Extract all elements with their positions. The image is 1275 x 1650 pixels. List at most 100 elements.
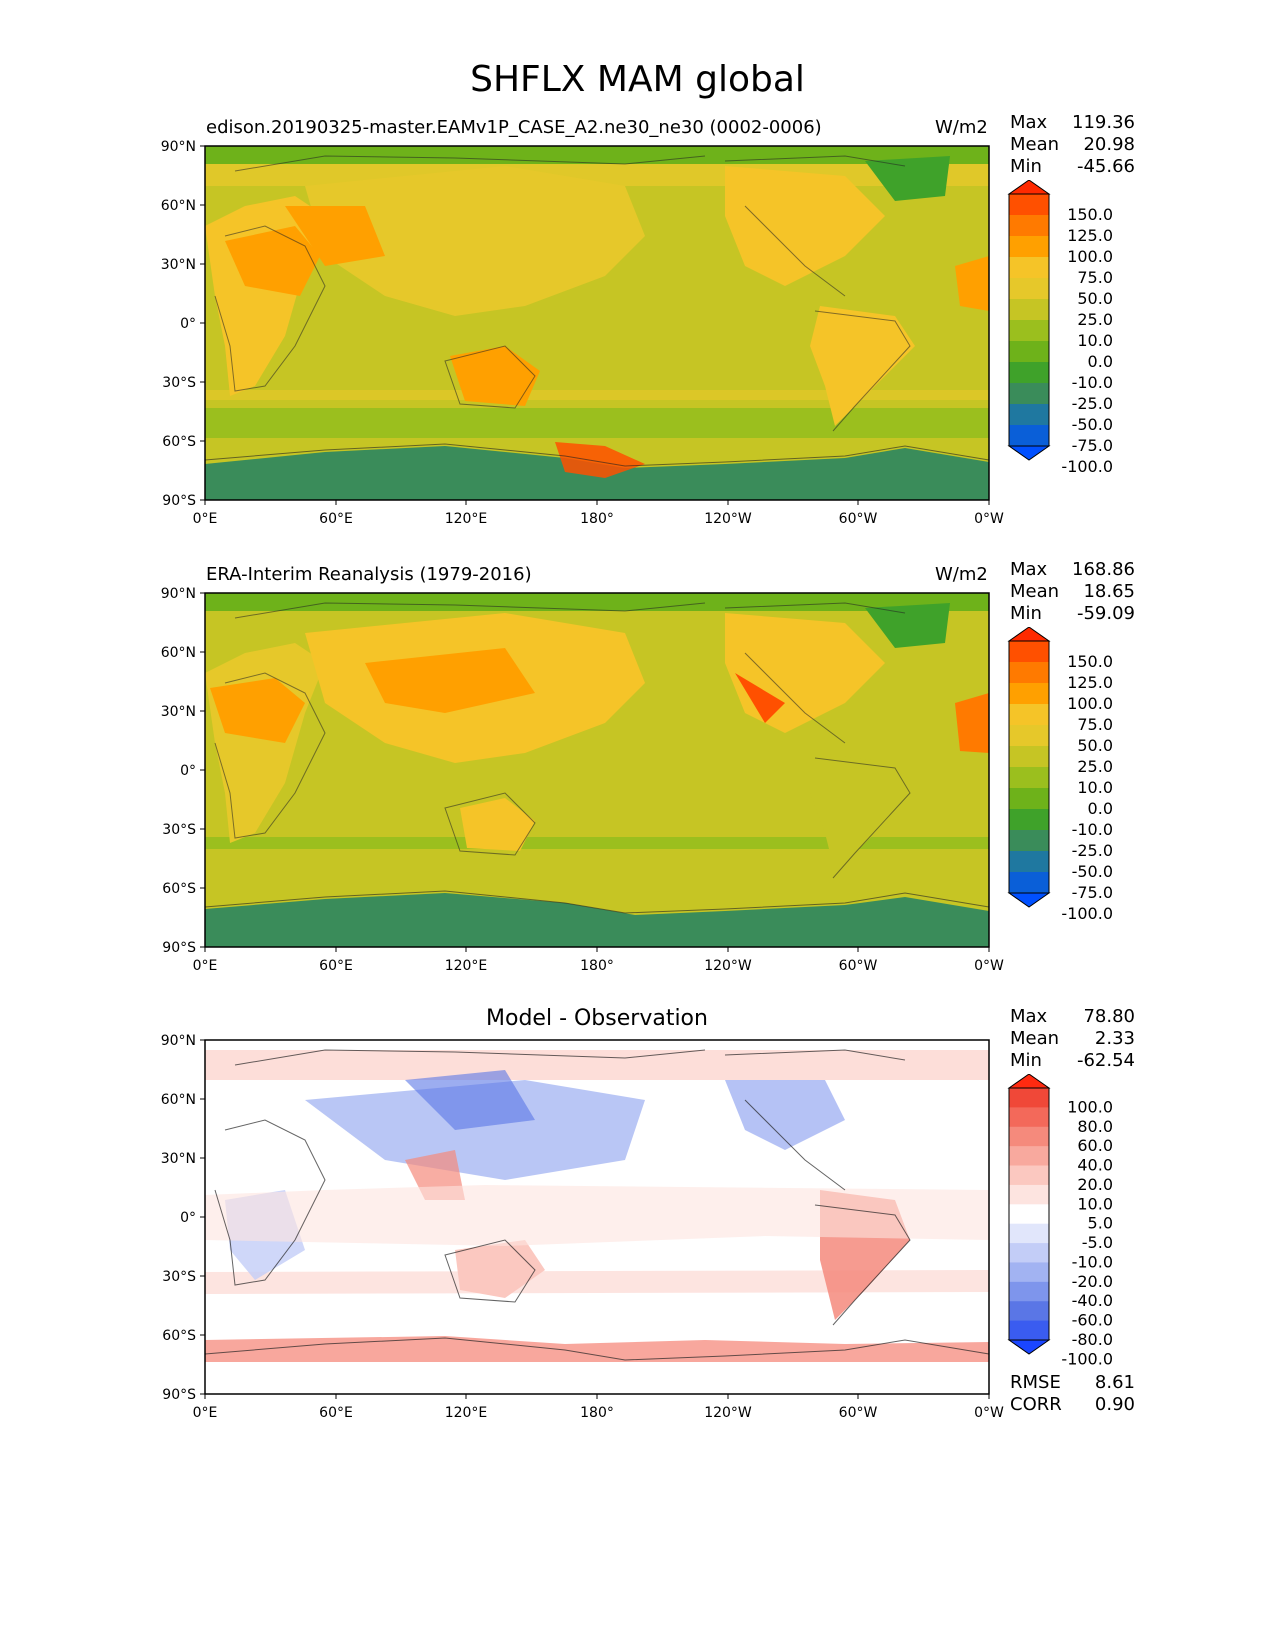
y-tick-label: 90°S — [162, 493, 196, 509]
atlantic-hotspot — [955, 256, 989, 311]
central-asia-region — [365, 648, 535, 713]
y-tick-label: 60°N — [161, 198, 196, 214]
stat-mean-label: Mean — [1010, 581, 1060, 602]
antarctica-region — [205, 893, 989, 947]
stat-mean-label: Mean — [1010, 1028, 1060, 1049]
ross-sea-hotspot — [555, 442, 645, 478]
colorbar-segment — [1009, 1088, 1049, 1108]
colorbar-tick-label: 150.0 — [1067, 205, 1113, 224]
colorbar-tick-label: 20.0 — [1077, 1175, 1113, 1194]
colorbar-segment — [1009, 788, 1049, 810]
figure-title: SHFLX MAM global — [470, 59, 805, 100]
coastlines — [214, 602, 911, 879]
y-tick-label: 0° — [180, 1210, 196, 1226]
colorbar-tick-label: -100.0 — [1061, 457, 1113, 476]
y-tick-label: 30°S — [162, 822, 196, 838]
colorbar-tick-label: 60.0 — [1077, 1136, 1113, 1155]
colorbar-extend-top — [1007, 627, 1051, 642]
colorbar-segment — [1009, 1146, 1049, 1167]
colorbar-segment — [1009, 746, 1049, 768]
colorbar-segment — [1009, 809, 1049, 831]
y-axis: 90°N 60°N 30°N 0° 30°S 60°S 90°S — [161, 139, 205, 509]
stat-min-label: Min — [1010, 603, 1042, 624]
y-tick-label: 60°N — [161, 1092, 196, 1108]
colorbar-segment — [1009, 830, 1049, 852]
colorbar-tick-label: -100.0 — [1061, 1349, 1113, 1368]
y-tick-label: 0° — [180, 316, 196, 332]
colorbar-segment — [1009, 257, 1049, 279]
colorbar-frame — [1008, 1087, 1050, 1341]
middle-east-region — [285, 206, 385, 266]
colorbar-segment — [1009, 425, 1049, 447]
colorbar-tick-label: 75.0 — [1077, 268, 1113, 287]
x-tick-label: 0°E — [193, 958, 218, 974]
panel-observation: ERA-Interim Reanalysis (1979-2016) W/m2 — [0, 447, 1275, 974]
colorbar: 100.080.060.040.020.010.05.0-5.0-10.0-20… — [1007, 1074, 1113, 1368]
australia-region — [460, 798, 535, 851]
y-tick-label: 60°S — [162, 881, 196, 897]
panel-title: edison.20190325-master.EAMv1P_CASE_A2.ne… — [206, 117, 822, 138]
x-tick-label: 0°W — [974, 958, 1004, 974]
stat-mean-value: 20.98 — [1083, 134, 1135, 155]
colorbar-tick-label: -20.0 — [1072, 1272, 1113, 1291]
colorbar-tick-label: 10.0 — [1077, 778, 1113, 797]
colorbar-segment — [1009, 383, 1049, 405]
x-tick-label: 120°E — [445, 511, 488, 527]
colorbar-frame — [1008, 193, 1050, 447]
colorbar-segment — [1009, 1243, 1049, 1263]
panel-title: Model - Observation — [486, 1006, 708, 1031]
colorbar-tick-label: 100.0 — [1067, 694, 1113, 713]
colorbar-segment — [1009, 1320, 1049, 1341]
north-america-region — [725, 166, 885, 286]
colorbar-tick-label: -100.0 — [1061, 904, 1113, 923]
colorbar-tick-label: 25.0 — [1077, 310, 1113, 329]
coastlines — [214, 155, 911, 432]
colorbar-tick-label: 50.0 — [1077, 736, 1113, 755]
colorbar-tick-label: -40.0 — [1072, 1291, 1113, 1310]
colorbar-tick-label: 80.0 — [1077, 1117, 1113, 1136]
y-axis: 90°N 60°N 30°N 0° 30°S 60°S 90°S — [161, 586, 205, 956]
colorbar-segment — [1009, 299, 1049, 321]
stats-box: Max 78.80 Mean 2.33 Min -62.54 — [1010, 1006, 1135, 1072]
colorbar-segment — [1009, 341, 1049, 363]
tropical-positive — [205, 1185, 989, 1246]
x-tick-label: 120°W — [704, 1405, 752, 1421]
colorbar-segment — [1009, 1301, 1049, 1322]
colorbar-tick-label: 0.0 — [1088, 799, 1113, 818]
x-tick-label: 120°W — [704, 958, 752, 974]
south-america-region — [810, 306, 915, 426]
colorbar-segment — [1009, 1204, 1049, 1225]
colorbar-segment — [1009, 320, 1049, 342]
x-axis: 0°E 60°E 120°E 180° 120°W 60°W 0°W — [193, 500, 1004, 527]
colorbar-tick-label: 125.0 — [1067, 673, 1113, 692]
mexico-hotspot — [735, 673, 785, 723]
southern-ocean-band — [205, 1336, 989, 1362]
colorbar-extend-top — [1007, 1074, 1051, 1089]
colorbar-segment — [1009, 404, 1049, 426]
colorbar-segment — [1009, 278, 1049, 300]
colorbar-tick-label: 100.0 — [1067, 1097, 1113, 1116]
antarctic-coast — [204, 1337, 990, 1361]
colorbar-segment — [1009, 872, 1049, 894]
atlantic-hotspot — [955, 693, 989, 753]
colorbar-tick-label: 150.0 — [1067, 652, 1113, 671]
southern-band — [205, 837, 989, 849]
map-plot: 90°N 60°N 30°N 0° 30°S 60°S 90°S 0°E 60°… — [161, 1033, 1004, 1421]
north-america-negative — [725, 1080, 845, 1150]
x-tick-label: 0°E — [193, 1405, 218, 1421]
stat-max-value: 119.36 — [1072, 112, 1135, 133]
x-tick-label: 60°E — [319, 1405, 353, 1421]
southern-warm-band — [205, 390, 989, 400]
colorbar-tick-label: -80.0 — [1072, 1330, 1113, 1349]
colorbar-tick-label: 10.0 — [1077, 331, 1113, 350]
stats-box: Max 119.36 Mean 20.98 Min -45.66 — [1010, 112, 1135, 178]
stat-min-value: -62.54 — [1076, 1050, 1135, 1071]
stat-min-label: Min — [1010, 1050, 1042, 1071]
stats-box: Max 168.86 Mean 18.65 Min -59.09 — [1010, 559, 1135, 625]
colorbar-tick-label: -50.0 — [1072, 415, 1113, 434]
south-america-region — [810, 753, 915, 873]
colorbar-segment — [1009, 194, 1049, 216]
colorbar-tick-label: -75.0 — [1072, 436, 1113, 455]
x-axis: 0°E 60°E 120°E 180° 120°W 60°W 0°W — [193, 1394, 1004, 1421]
antarctic-coast — [204, 890, 990, 914]
